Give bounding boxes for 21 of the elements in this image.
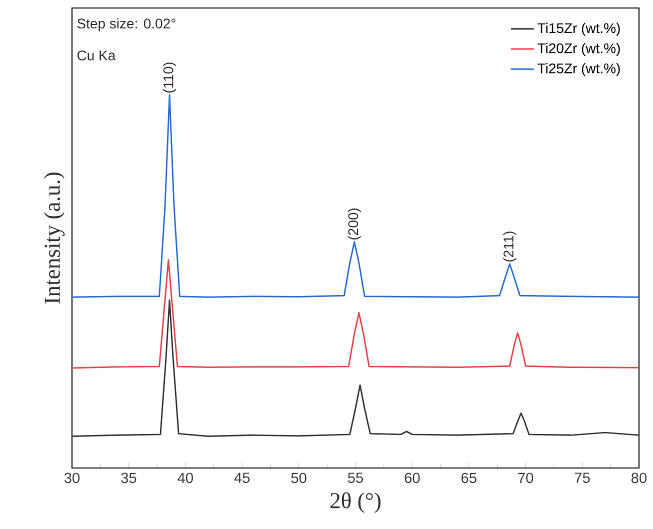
x-axis-title: 2θ (°) <box>330 492 381 513</box>
x-tick-label: 30 <box>64 472 80 484</box>
x-tick-label: 35 <box>121 472 136 484</box>
legend-label: Ti20Zr (wt.%) <box>538 42 620 56</box>
x-tick-label: 55 <box>348 472 364 483</box>
legend-label: Ti25Zr (wt.%) <box>538 63 620 76</box>
x-tick-label: 50 <box>291 472 306 484</box>
text: Cu Ka <box>77 50 116 60</box>
y-axis-title: Intensity (a.u.) <box>44 172 65 304</box>
x-tick-label: 65 <box>462 472 476 484</box>
x-tick-label: 40 <box>178 472 193 484</box>
annotation: (110) <box>163 62 176 92</box>
annotation: (211) <box>503 232 516 262</box>
x-tick-label: 70 <box>518 472 534 484</box>
x-tick-label: 80 <box>631 472 647 484</box>
legend-label: Ti15Zr (wt.%) <box>538 22 620 36</box>
text: Step size: 0.02° <box>77 18 176 32</box>
x-tick-label: 60 <box>404 472 420 484</box>
x-tick-label: 45 <box>234 472 250 483</box>
x-tick-label: 75 <box>574 472 590 483</box>
annotation: (200) <box>348 208 361 240</box>
